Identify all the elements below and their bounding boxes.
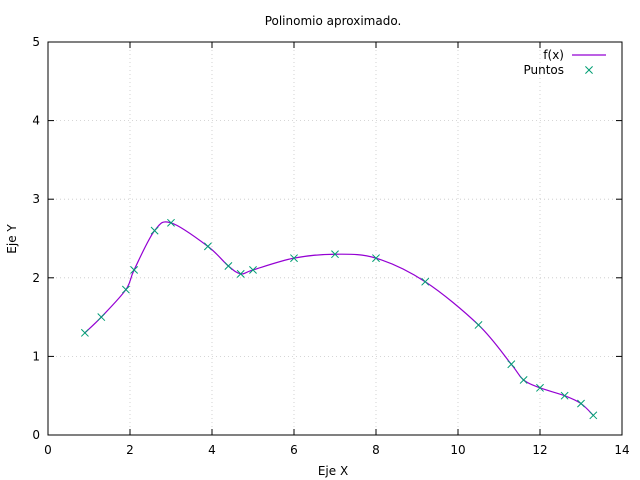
y-tick-label: 2 (32, 271, 40, 285)
data-point-marker (249, 266, 256, 273)
x-tick-label: 4 (208, 443, 216, 457)
x-tick-label: 0 (44, 443, 52, 457)
data-point-marker (204, 243, 211, 250)
plot-frame (48, 42, 622, 435)
data-point-marker (98, 314, 105, 321)
x-tick-label: 8 (372, 443, 380, 457)
legend-label: Puntos (523, 63, 564, 77)
grid-lines (48, 42, 622, 435)
data-point-marker (475, 321, 482, 328)
data-point-marker (561, 392, 568, 399)
data-point-marker (372, 255, 379, 262)
data-point-marker (508, 361, 515, 368)
data-point-marker (590, 412, 597, 419)
y-tick-label: 4 (32, 114, 40, 128)
data-point-marker (422, 278, 429, 285)
y-tick-label: 3 (32, 192, 40, 206)
data-point-marker (577, 400, 584, 407)
series-line-f (85, 222, 593, 416)
data-point-marker (151, 227, 158, 234)
x-tick-label: 14 (614, 443, 629, 457)
data-point-marker (81, 329, 88, 336)
data-point-marker (167, 219, 174, 226)
data-point-marker (225, 262, 232, 269)
chart-title: Polinomio aproximado. (265, 14, 402, 28)
y-tick-label: 5 (32, 35, 40, 49)
series-scatter-puntos (81, 219, 597, 419)
legend-label: f(x) (543, 48, 564, 62)
x-tick-label: 12 (532, 443, 547, 457)
x-tick-label: 10 (450, 443, 465, 457)
data-point-marker (131, 266, 138, 273)
legend-marker-sample (585, 66, 592, 73)
data-point-marker (122, 286, 129, 293)
legend: f(x)Puntos (523, 48, 606, 77)
plot-series (81, 219, 597, 419)
x-tick-label: 2 (126, 443, 134, 457)
x-axis-label: Eje X (318, 464, 348, 478)
data-point-marker (520, 376, 527, 383)
x-tick-label: 6 (290, 443, 298, 457)
y-tick-label: 1 (32, 349, 40, 363)
y-axis-label: Eje Y (5, 224, 19, 254)
y-tick-label: 0 (32, 428, 40, 442)
